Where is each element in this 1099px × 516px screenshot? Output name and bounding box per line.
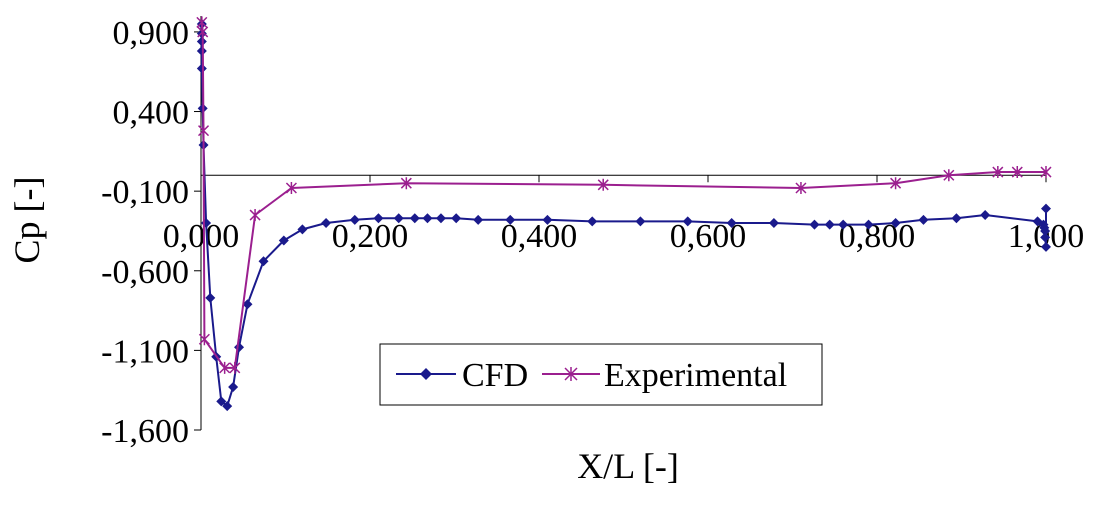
data-point-cfd bbox=[196, 63, 207, 74]
data-point-cfd bbox=[349, 214, 360, 225]
x-tick-label: 0,000 bbox=[163, 218, 240, 255]
data-point-cfd bbox=[258, 256, 269, 267]
data-point-cfd bbox=[587, 216, 598, 227]
data-point-cfd bbox=[216, 396, 227, 407]
data-point-cfd bbox=[1040, 232, 1051, 243]
data-point-experimental bbox=[1040, 166, 1052, 179]
data-point-cfd bbox=[222, 401, 233, 412]
legend-item-cfd: CFD bbox=[396, 357, 528, 394]
y-tick-label: -1,100 bbox=[101, 333, 189, 370]
legend-label-cfd: CFD bbox=[462, 357, 528, 394]
data-point-cfd bbox=[890, 218, 901, 228]
data-point-experimental bbox=[219, 361, 231, 374]
data-point-cfd bbox=[951, 213, 962, 224]
data-point-cfd bbox=[297, 224, 308, 235]
data-point-cfd bbox=[542, 214, 553, 225]
data-point-cfd bbox=[234, 342, 245, 353]
data-point-experimental bbox=[198, 124, 210, 137]
legend-label-experimental: Experimental bbox=[604, 357, 787, 394]
data-point-cfd bbox=[824, 219, 835, 230]
series-cfd bbox=[196, 18, 1051, 412]
data-point-cfd bbox=[451, 213, 462, 224]
x-tick-label: 0,200 bbox=[332, 218, 409, 255]
y-axis-title: Cp [-] bbox=[7, 177, 47, 264]
data-point-cfd bbox=[838, 219, 849, 230]
data-point-cfd bbox=[196, 46, 207, 57]
data-point-cfd bbox=[505, 214, 516, 225]
data-point-cfd bbox=[278, 235, 289, 246]
data-point-cfd bbox=[918, 214, 929, 225]
data-point-cfd bbox=[809, 219, 820, 230]
data-point-cfd bbox=[373, 213, 384, 224]
series-layer bbox=[196, 16, 1052, 412]
data-point-experimental bbox=[1011, 166, 1023, 179]
data-point-cfd bbox=[768, 218, 779, 228]
data-point-experimental bbox=[198, 333, 210, 346]
data-point-experimental bbox=[285, 181, 297, 194]
data-point-cfd bbox=[635, 216, 646, 227]
data-point-cfd bbox=[393, 213, 404, 224]
data-point-cfd bbox=[1041, 241, 1051, 252]
x-axis-title: X/L [-] bbox=[577, 446, 679, 486]
data-point-cfd bbox=[228, 382, 239, 393]
data-point-cfd bbox=[409, 213, 420, 224]
data-point-cfd bbox=[242, 299, 253, 310]
data-point-cfd bbox=[980, 210, 991, 221]
y-tick-label: -1,600 bbox=[101, 413, 189, 450]
data-point-experimental bbox=[992, 166, 1004, 179]
data-point-experimental bbox=[890, 177, 902, 190]
data-point-experimental bbox=[229, 361, 241, 374]
legend-marker-experimental bbox=[564, 367, 578, 381]
data-point-cfd bbox=[863, 219, 874, 230]
y-tick-label: 0,900 bbox=[113, 15, 190, 52]
data-point-cfd bbox=[205, 292, 216, 303]
data-point-experimental bbox=[597, 178, 609, 191]
tick-labels-layer: 0,900 0,400 -0,100 -0,600 -1,100 -1,600 0,000 0… bbox=[101, 15, 1084, 450]
y-tick-label: -0,600 bbox=[101, 254, 189, 291]
data-point-cfd bbox=[435, 213, 446, 224]
data-point-cfd bbox=[473, 214, 484, 225]
legend-item-experimental: Experimental bbox=[542, 357, 787, 394]
series-experimental bbox=[196, 16, 1052, 374]
data-point-cfd bbox=[682, 216, 693, 227]
data-point-experimental bbox=[943, 169, 955, 182]
axes-layer bbox=[194, 16, 1047, 431]
data-point-experimental bbox=[400, 177, 412, 190]
data-point-cfd bbox=[321, 218, 332, 228]
y-tick-label: -0,100 bbox=[101, 174, 189, 211]
series-line-experimental bbox=[200, 22, 1046, 369]
data-point-cfd bbox=[726, 218, 737, 228]
data-point-cfd bbox=[422, 213, 433, 224]
legend: CFD Experimental bbox=[379, 343, 823, 406]
data-point-experimental bbox=[249, 209, 261, 222]
data-point-experimental bbox=[795, 181, 807, 194]
data-point-experimental bbox=[196, 16, 208, 29]
data-point-cfd bbox=[1040, 225, 1051, 236]
data-point-experimental bbox=[197, 25, 209, 38]
y-tick-label: 0,400 bbox=[113, 95, 190, 132]
legend-marker-cfd bbox=[420, 368, 432, 380]
data-point-cfd bbox=[1041, 203, 1051, 214]
x-tick-label: 0,400 bbox=[501, 218, 578, 255]
